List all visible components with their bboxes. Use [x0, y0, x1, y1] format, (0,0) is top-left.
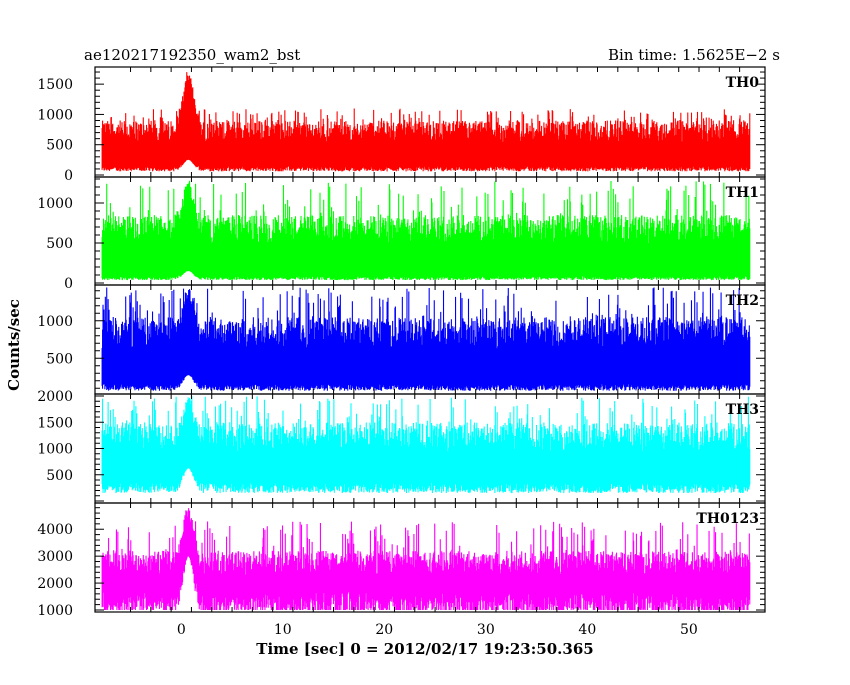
y-tick-label-th1: 0 [64, 276, 73, 292]
series-th0 [101, 72, 751, 172]
series-th1 [101, 180, 751, 281]
y-tick-label-th2: 1000 [37, 314, 73, 330]
panel-tag-th3: TH3 [726, 402, 759, 418]
x-axis-label: Time [sec] 0 = 2012/02/17 19:23:50.365 [256, 640, 593, 658]
y-tick-label-th2: 500 [46, 351, 73, 367]
series-th2 [101, 287, 751, 391]
y-tick-label-th0123: 3000 [37, 549, 73, 565]
panel-tag-th1: TH1 [726, 185, 759, 201]
x-tick-label: 30 [477, 622, 495, 638]
x-tick-label: 40 [578, 622, 596, 638]
y-tick-label-th0123: 4000 [37, 522, 73, 538]
panel-frame-th0123 [94, 502, 766, 613]
header-title: ae120217192350_wam2_bst [84, 46, 300, 64]
panel-th0: 0 500 1000 1500 TH0 [37, 66, 766, 184]
y-tick-label-th0: 1500 [37, 77, 73, 93]
y-tick-label-th1: 1000 [37, 196, 73, 212]
series-th3 [101, 396, 751, 494]
y-tick-label-th0: 500 [46, 138, 73, 154]
x-tick-label: 50 [680, 622, 698, 638]
y-tick-label-th3: 2000 [37, 389, 73, 405]
y-tick-label-th0: 0 [64, 168, 73, 184]
y-tick-label-th0123: 1000 [37, 603, 73, 619]
panel-tag-th0: TH0 [726, 75, 760, 91]
y-tick-label-th3: 1000 [37, 442, 73, 458]
bin-time-label: Bin time: 1.5625E−2 s [608, 46, 780, 64]
panel-th3: 500 1000 1500 2000 TH3 [37, 389, 766, 504]
y-tick-label-th1: 500 [46, 236, 73, 252]
y-tick-label-th3: 500 [46, 468, 73, 484]
x-tick-label: 0 [177, 622, 186, 638]
x-tick-label: 20 [375, 622, 393, 638]
y-tick-label-th0123: 2000 [37, 576, 73, 592]
x-tick-label: 10 [274, 622, 292, 638]
panel-tag-th2: TH2 [726, 293, 759, 309]
panel-th1: 0 500 1000 TH1 [37, 176, 766, 292]
y-tick-label-th0: 1000 [37, 107, 73, 123]
y-tick-label-th3: 1500 [37, 415, 73, 431]
series-th0123 [101, 508, 751, 610]
y-axis-label: Counts/sec [5, 299, 23, 391]
panel-tag-th0123: TH0123 [696, 511, 759, 527]
panel-th2: 500 1000 TH2 [37, 284, 766, 395]
panel-th0123: 1000 2000 3000 4000 TH0123 [37, 502, 766, 619]
